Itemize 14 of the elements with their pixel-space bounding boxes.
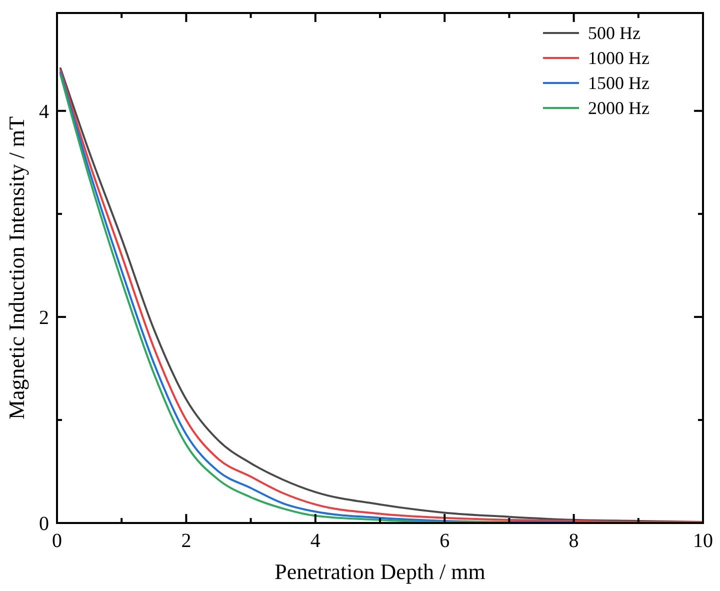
y-tick-label: 2: [39, 306, 49, 329]
x-tick-label: 4: [310, 530, 320, 552]
y-tick-label: 4: [39, 100, 49, 123]
legend-label: 1000 Hz: [588, 48, 650, 68]
legend-label: 500 Hz: [588, 23, 640, 43]
x-axis-title: Penetration Depth / mm: [274, 559, 486, 584]
x-tick-label: 6: [440, 530, 450, 552]
x-tick-label: 8: [568, 530, 579, 552]
y-tick-label: 0: [39, 513, 49, 535]
y-axis-title: Magnetic Induction Intensity / mT: [4, 116, 29, 420]
legend-label: 2000 Hz: [588, 98, 650, 118]
x-tick-label: 2: [181, 530, 192, 552]
x-tick-label: 10: [693, 530, 713, 552]
legend-label: 1500 Hz: [588, 73, 650, 93]
